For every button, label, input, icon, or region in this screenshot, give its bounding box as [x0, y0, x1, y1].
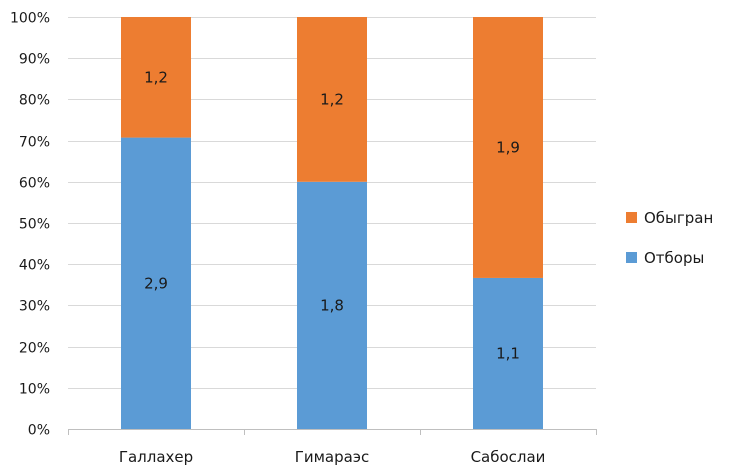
y-tick-label: 0% [28, 423, 50, 439]
legend-swatch [626, 212, 637, 223]
data-label: 1,1 [496, 344, 520, 362]
bar-segment [473, 277, 543, 429]
y-tick-label: 100% [10, 11, 50, 27]
data-label: 1,9 [496, 138, 520, 156]
category-label: Гимараэс [295, 448, 370, 466]
data-label: 1,2 [320, 90, 344, 108]
data-label: 1,2 [144, 68, 168, 86]
bars [121, 17, 543, 429]
y-tick-label: 50% [19, 217, 50, 233]
y-tick-label: 70% [19, 135, 50, 151]
legend-swatch [626, 252, 637, 263]
legend-label: Обыгран [644, 209, 713, 227]
bar-segment [121, 17, 191, 138]
bar-segment [297, 181, 367, 429]
y-tick-label: 60% [19, 176, 50, 192]
y-tick-label: 90% [19, 52, 50, 68]
bar-segment [297, 17, 367, 182]
category-label: Галлахер [119, 448, 193, 466]
data-labels: 2,9 1,2 1,8 1,2 1,1 1,9 [144, 68, 520, 362]
legend-label: Отборы [644, 249, 704, 267]
axes: 0% 10% 20% 30% 40% 50% 60% 70% 80% 90% 100% Галлахе… [10, 11, 597, 466]
category-label: Сабослаи [471, 448, 546, 466]
y-tick-label: 10% [19, 382, 50, 398]
bar-segment [473, 17, 543, 278]
y-tick-label: 80% [19, 93, 50, 109]
y-tick-label: 30% [19, 299, 50, 315]
data-label: 2,9 [144, 274, 168, 292]
data-label: 1,8 [320, 296, 344, 314]
bar-segment [121, 137, 191, 429]
legend: Обыгран Отборы [626, 209, 713, 267]
y-tick-label: 20% [19, 341, 50, 357]
y-tick-label: 40% [19, 258, 50, 274]
